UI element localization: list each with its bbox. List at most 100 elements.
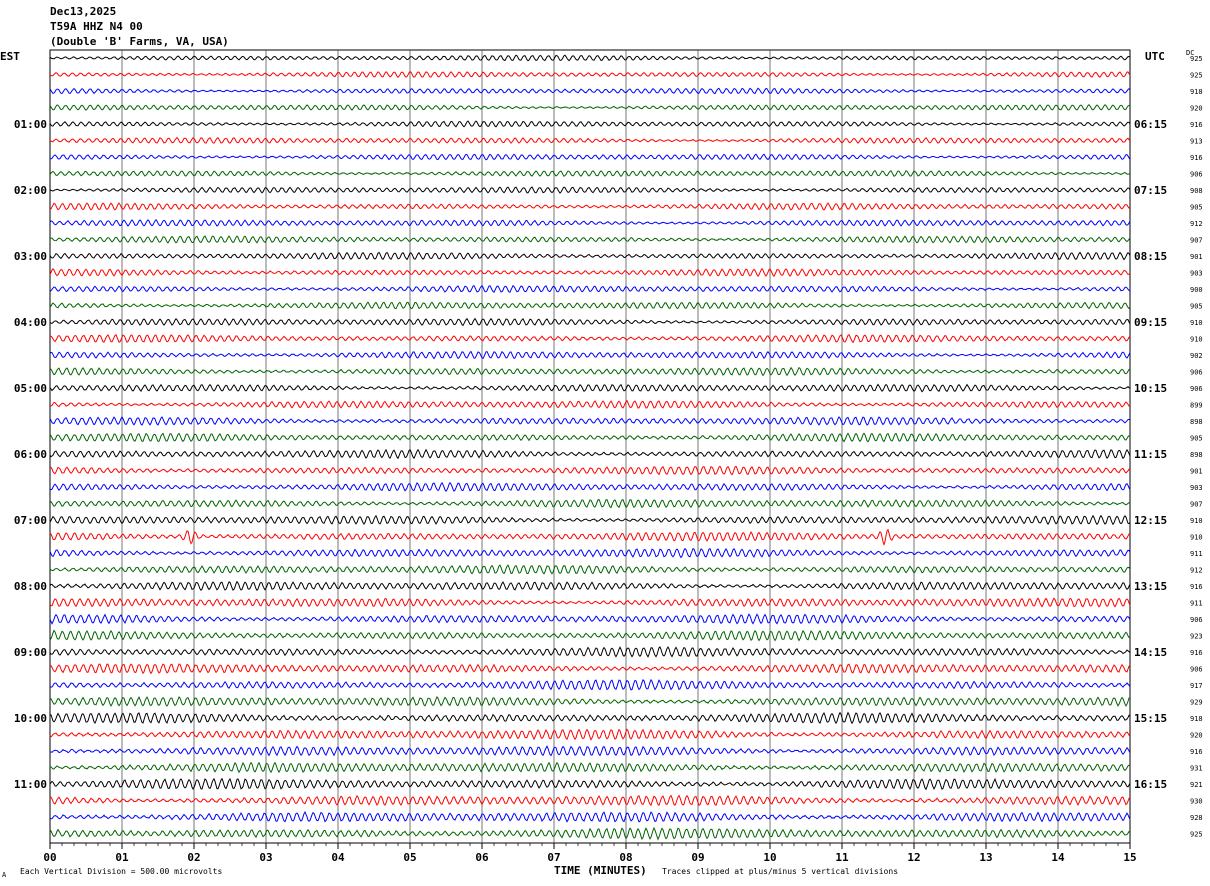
dc-offset-label: 905 — [1190, 435, 1203, 443]
trace-line — [49, 646, 1131, 658]
trace-line — [49, 826, 1131, 841]
trace-line — [49, 202, 1131, 211]
trace-line — [49, 219, 1131, 227]
dc-offset-label: 911 — [1190, 600, 1203, 608]
left-hour-label: 04:00 — [14, 316, 47, 329]
trace-line — [49, 547, 1131, 559]
right-timezone-label: UTC — [1145, 50, 1165, 63]
trace-line — [49, 186, 1131, 194]
dc-offset-label: 910 — [1190, 517, 1203, 525]
dc-offset-label: 916 — [1190, 583, 1203, 591]
dc-offset-label: 930 — [1190, 798, 1203, 806]
trace-line — [49, 777, 1131, 791]
dc-offset-label: 916 — [1190, 121, 1203, 129]
dc-offset-label: 925 — [1190, 55, 1203, 63]
trace-line — [49, 104, 1131, 112]
location-label: (Double 'B' Farms, VA, USA) — [50, 35, 229, 48]
trace-line — [49, 136, 1131, 144]
date-label: Dec13,2025 — [50, 5, 117, 18]
right-hour-label: 07:15 — [1134, 184, 1167, 197]
trace-line — [49, 663, 1131, 675]
trace-line — [49, 696, 1131, 708]
x-tick-label: 09 — [691, 851, 704, 864]
dc-offset-label: 923 — [1190, 633, 1203, 641]
dc-offset-label: 901 — [1190, 253, 1203, 261]
left-hour-label: 01:00 — [14, 118, 47, 131]
trace-line — [49, 87, 1131, 95]
dc-offset-label: 929 — [1190, 699, 1203, 707]
dc-offset-label: 906 — [1190, 171, 1203, 179]
dc-offset-label: 916 — [1190, 154, 1203, 162]
trace-line — [49, 711, 1131, 725]
station-label: T59A HHZ N4 00 — [50, 20, 143, 33]
x-tick-label: 14 — [1051, 851, 1065, 864]
x-tick-label: 05 — [403, 851, 416, 864]
dc-offset-label: 912 — [1190, 220, 1203, 228]
right-hour-label: 11:15 — [1134, 448, 1167, 461]
dc-offset-label: 917 — [1190, 682, 1203, 690]
dc-offset-label: 918 — [1190, 715, 1203, 723]
dc-offset-label: 911 — [1190, 550, 1203, 558]
dc-offset-label: 916 — [1190, 649, 1203, 657]
dc-offset-label: 903 — [1190, 270, 1203, 278]
dc-offset-label: 920 — [1190, 732, 1203, 740]
trace-line — [49, 366, 1131, 377]
dc-offset-label: 905 — [1190, 204, 1203, 212]
x-tick-label: 00 — [43, 851, 56, 864]
trace-line — [49, 333, 1131, 344]
right-hour-label: 13:15 — [1134, 580, 1167, 593]
dc-offset-label: 912 — [1190, 567, 1203, 575]
x-tick-label: 11 — [835, 851, 849, 864]
trace-line — [49, 120, 1131, 128]
x-tick-label: 07 — [547, 851, 560, 864]
trace-line — [49, 317, 1131, 327]
dc-offset-label: 900 — [1190, 286, 1203, 294]
dc-offset-label: 910 — [1190, 319, 1203, 327]
trace-line — [49, 580, 1131, 592]
x-tick-label: 12 — [907, 851, 920, 864]
x-tick-label: 10 — [763, 851, 776, 864]
corner-mark: A — [2, 871, 7, 879]
right-hour-label: 09:15 — [1134, 316, 1167, 329]
trace-line — [49, 153, 1131, 161]
x-tick-label: 03 — [259, 851, 272, 864]
x-axis-label: TIME (MINUTES) — [554, 864, 647, 877]
right-hour-label: 10:15 — [1134, 382, 1167, 395]
right-hour-label: 16:15 — [1134, 778, 1167, 791]
plot-frame — [49, 49, 1131, 844]
dc-offset-label: 925 — [1190, 72, 1203, 80]
trace-line — [49, 465, 1131, 476]
trace-line — [49, 728, 1131, 741]
dc-offset-label: 916 — [1190, 748, 1203, 756]
trace-line — [49, 745, 1131, 757]
left-hour-label: 11:00 — [14, 778, 47, 791]
x-tick-label: 15 — [1123, 851, 1136, 864]
left-hour-label: 10:00 — [14, 712, 47, 725]
trace-line — [49, 54, 1131, 62]
trace-line — [49, 251, 1131, 261]
left-hour-label: 08:00 — [14, 580, 47, 593]
trace-line — [49, 350, 1131, 360]
right-hour-label: 08:15 — [1134, 250, 1167, 263]
right-hour-label: 14:15 — [1134, 646, 1167, 659]
dc-offset-header: DC — [1186, 49, 1195, 57]
trace-line — [49, 432, 1131, 443]
scale-note: Each Vertical Division = 500.00 microvol… — [20, 867, 223, 876]
trace-line — [49, 235, 1131, 244]
dc-offset-label: 931 — [1190, 765, 1203, 773]
dc-offset-label: 898 — [1190, 418, 1203, 426]
right-hour-label: 12:15 — [1134, 514, 1167, 527]
x-tick-label: 13 — [979, 851, 992, 864]
trace-line — [49, 564, 1131, 575]
left-hour-label: 03:00 — [14, 250, 47, 263]
dc-offset-label: 906 — [1190, 666, 1203, 674]
dc-offset-label: 908 — [1190, 187, 1203, 195]
trace-line — [49, 267, 1131, 278]
dc-offset-label: 898 — [1190, 451, 1203, 459]
dc-offset-label: 910 — [1190, 336, 1203, 344]
dc-offset-label: 925 — [1190, 831, 1203, 839]
dc-offset-label: 907 — [1190, 501, 1203, 509]
left-hour-label: 02:00 — [14, 184, 47, 197]
x-tick-label: 06 — [475, 851, 489, 864]
